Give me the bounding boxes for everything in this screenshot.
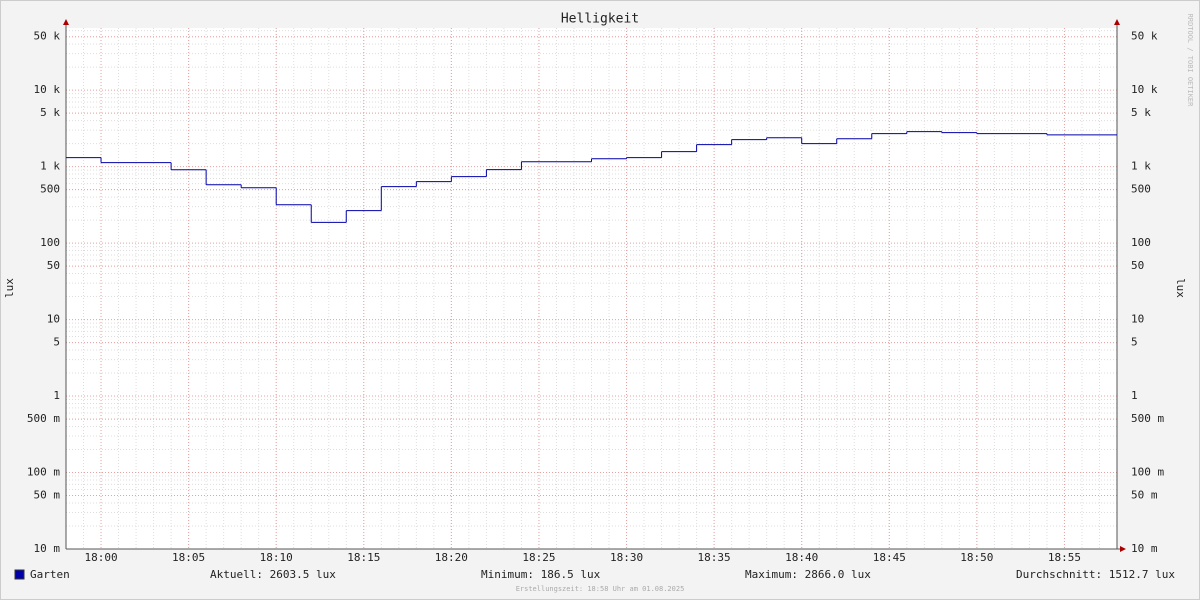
- y2-tick-label: 5 k: [1131, 106, 1151, 119]
- footer: Erstellungszeit: 18:58 Uhr am 01.08.2025: [516, 585, 685, 593]
- legend-stat: Aktuell: 2603.5 lux: [210, 568, 336, 581]
- y2-tick-label: 500: [1131, 183, 1151, 196]
- y2-tick-label: 5: [1131, 336, 1138, 349]
- y-tick-label: 100 m: [27, 466, 60, 479]
- chart-title: Helligkeit: [561, 12, 639, 27]
- y-tick-label: 50 m: [34, 489, 61, 502]
- y-tick-label: 1 k: [40, 160, 60, 173]
- x-tick-label: 18:00: [84, 551, 117, 564]
- y-tick-label: 1: [53, 389, 60, 402]
- legend-swatch: [14, 569, 25, 580]
- y2-tick-label: 1: [1131, 389, 1138, 402]
- y-tick-label: 50: [47, 259, 60, 272]
- axis-arrow: [1114, 19, 1120, 25]
- legend-stat: Minimum: 186.5 lux: [481, 568, 601, 581]
- legend-label: Garten: [30, 568, 70, 581]
- x-tick-label: 18:40: [785, 551, 818, 564]
- grid: [65, 28, 1118, 550]
- legend-stat: Maximum: 2866.0 lux: [745, 568, 871, 581]
- x-tick-label: 18:15: [347, 551, 380, 564]
- legend-stat: Durchschnitt: 1512.7 lux: [1016, 568, 1175, 581]
- y-axis-label: lux: [3, 278, 16, 298]
- x-tick-label: 18:05: [172, 551, 205, 564]
- y-tick-label: 5: [53, 336, 60, 349]
- y-tick-label: 10: [47, 313, 60, 326]
- y2-tick-label: 10 k: [1131, 83, 1158, 96]
- y2-tick-label: 100: [1131, 236, 1151, 249]
- y-tick-label: 5 k: [40, 106, 60, 119]
- y2-tick-label: 500 m: [1131, 412, 1164, 425]
- x-tick-label: 18:30: [610, 551, 643, 564]
- x-tick-label: 18:25: [522, 551, 555, 564]
- x-tick-label: 18:45: [873, 551, 906, 564]
- y2-tick-label: 10 m: [1131, 542, 1158, 555]
- axis-arrow: [1120, 546, 1126, 552]
- y-tick-label: 500: [40, 183, 60, 196]
- axis-arrow: [63, 19, 69, 25]
- marks: [66, 131, 1117, 223]
- y2-tick-label: 50: [1131, 259, 1144, 272]
- x-tick-label: 18:50: [960, 551, 993, 564]
- x-tick-label: 18:55: [1048, 551, 1081, 564]
- y-tick-label: 100: [40, 236, 60, 249]
- y-tick-label: 50 k: [34, 30, 61, 43]
- watermark: RRDTOOL / TOBI OETIKER: [1186, 14, 1194, 108]
- y2-tick-label: 100 m: [1131, 466, 1164, 479]
- y-tick-label: 10 k: [34, 83, 61, 96]
- x-tick-label: 18:10: [260, 551, 293, 564]
- x-tick-label: 18:35: [698, 551, 731, 564]
- y2-tick-label: 50 k: [1131, 30, 1158, 43]
- y2-axis-label: lux: [1174, 278, 1187, 298]
- y-tick-label: 500 m: [27, 412, 60, 425]
- y2-tick-label: 1 k: [1131, 160, 1151, 173]
- y-tick-label: 10 m: [34, 542, 61, 555]
- y2-tick-label: 50 m: [1131, 489, 1158, 502]
- y2-tick-label: 10: [1131, 313, 1144, 326]
- plot-area: [66, 28, 1117, 549]
- x-tick-label: 18:20: [435, 551, 468, 564]
